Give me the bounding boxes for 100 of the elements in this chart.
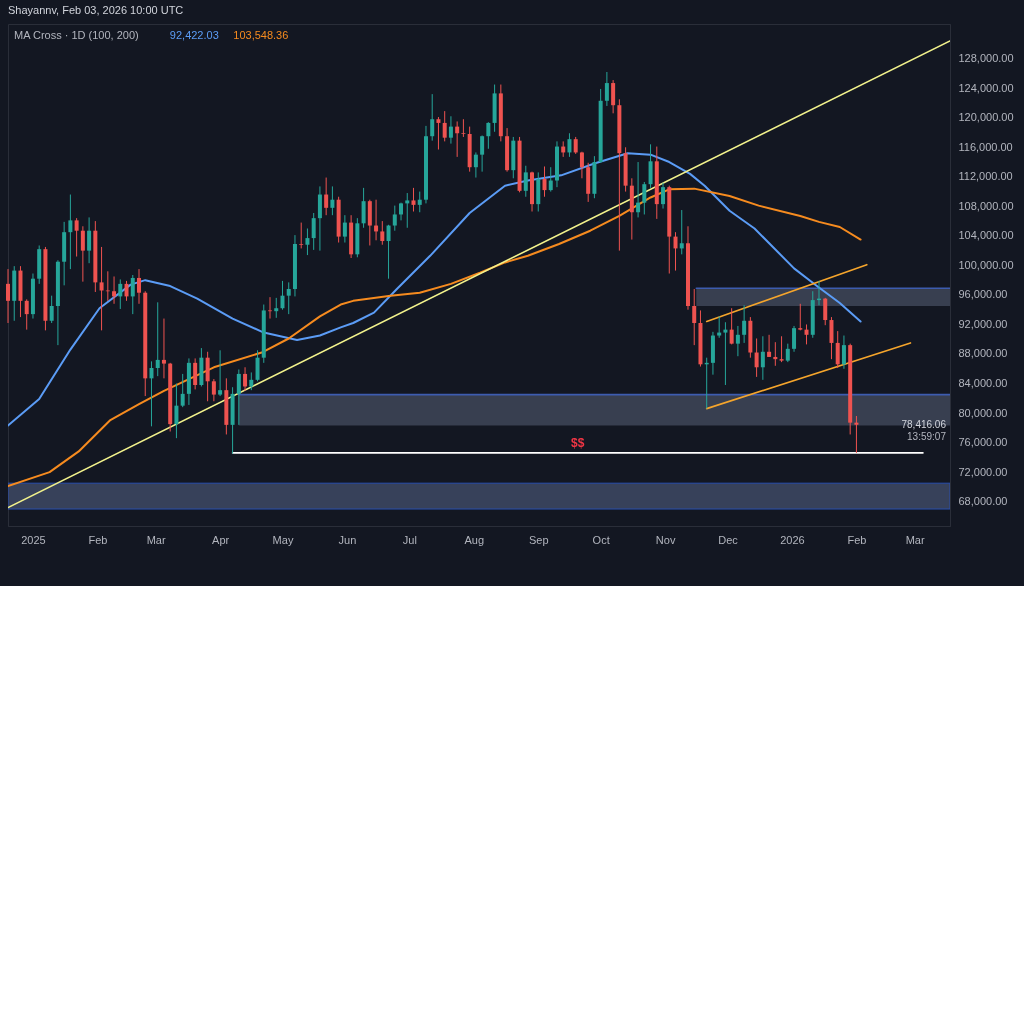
candlestick bbox=[760, 335, 765, 381]
candlestick bbox=[361, 187, 366, 229]
candlestick bbox=[692, 288, 697, 346]
candlestick bbox=[324, 177, 329, 216]
candlestick bbox=[211, 378, 216, 402]
candlestick bbox=[792, 325, 797, 353]
candlestick bbox=[268, 296, 273, 320]
candlestick bbox=[255, 349, 260, 382]
candlestick bbox=[386, 224, 391, 280]
annotation: 78,416.06 bbox=[901, 418, 947, 430]
candlestick bbox=[679, 209, 684, 255]
x-tick-label: Apr bbox=[212, 533, 230, 546]
x-tick-label: Jul bbox=[402, 533, 417, 546]
y-tick-label: 72,000.00 bbox=[958, 465, 1008, 478]
x-tick-label: Dec bbox=[718, 533, 739, 546]
candlestick bbox=[124, 280, 129, 302]
x-tick-label: Nov bbox=[655, 533, 676, 546]
candlestick bbox=[305, 227, 310, 256]
candlestick bbox=[717, 315, 722, 339]
candlestick bbox=[280, 280, 285, 311]
candlestick bbox=[523, 165, 528, 198]
candlestick bbox=[480, 134, 485, 173]
x-tick-label: 2026 bbox=[780, 533, 805, 546]
candlestick bbox=[380, 220, 385, 246]
candlestick bbox=[193, 357, 198, 390]
candlestick bbox=[735, 325, 740, 357]
candlestick bbox=[236, 368, 241, 426]
candlestick bbox=[87, 216, 92, 264]
candlestick bbox=[80, 225, 85, 283]
candlestick bbox=[779, 335, 784, 363]
candlestick bbox=[161, 318, 166, 379]
candlestick bbox=[274, 297, 279, 319]
y-tick-label: 104,000.00 bbox=[958, 229, 1014, 242]
x-tick-label: Feb bbox=[88, 533, 108, 546]
candlestick bbox=[174, 383, 179, 439]
candlestick bbox=[486, 121, 491, 150]
x-tick-label: Jun bbox=[338, 533, 357, 546]
candlestick bbox=[442, 110, 447, 142]
candlestick bbox=[317, 185, 322, 252]
candlestick bbox=[854, 415, 859, 454]
x-tick-label: Mar bbox=[146, 533, 166, 546]
candlestick bbox=[648, 143, 653, 189]
x-tick-label: 2025 bbox=[21, 533, 46, 546]
candlestick bbox=[611, 79, 616, 114]
candlestick bbox=[24, 298, 29, 331]
y-tick-label: 100,000.00 bbox=[958, 258, 1014, 271]
candlestick bbox=[742, 304, 747, 344]
y-tick-label: 84,000.00 bbox=[958, 377, 1008, 390]
candlestick bbox=[417, 191, 422, 213]
y-tick-label: 96,000.00 bbox=[958, 288, 1008, 301]
y-tick-label: 112,000.00 bbox=[958, 170, 1013, 183]
x-tick-label: Sep bbox=[528, 533, 549, 546]
x-tick-label: Mar bbox=[905, 533, 925, 546]
candlestick bbox=[6, 268, 10, 324]
candlestick bbox=[798, 303, 803, 331]
candlestick bbox=[68, 194, 73, 270]
y-tick-label: 76,000.00 bbox=[958, 436, 1008, 449]
x-tick-label: Oct bbox=[592, 533, 610, 546]
candlestick bbox=[286, 281, 291, 315]
candlestick bbox=[642, 181, 647, 215]
candlestick bbox=[155, 301, 160, 377]
candlestick bbox=[112, 275, 117, 305]
candlestick bbox=[661, 182, 666, 210]
x-tick-label: May bbox=[272, 533, 294, 546]
y-tick-label: 92,000.00 bbox=[958, 317, 1008, 330]
x-tick-label: Feb bbox=[847, 533, 867, 546]
candlestick bbox=[729, 307, 734, 345]
y-tick-label: 88,000.00 bbox=[958, 347, 1008, 360]
candlestick bbox=[835, 330, 840, 369]
candlestick bbox=[448, 115, 453, 145]
annotation: $$ bbox=[571, 435, 585, 450]
candlestick bbox=[767, 334, 772, 358]
candlestick bbox=[841, 335, 846, 370]
y-tick-label: 124,000.00 bbox=[958, 81, 1014, 94]
candlestick bbox=[218, 349, 223, 397]
candlestick bbox=[604, 71, 609, 107]
y-tick-label: 68,000.00 bbox=[958, 495, 1008, 508]
x-tick-label: Aug bbox=[464, 533, 485, 546]
candlestick bbox=[785, 343, 790, 363]
line-series bbox=[8, 152, 862, 427]
candlestick bbox=[548, 166, 553, 193]
candlestick bbox=[137, 268, 142, 305]
candlestick bbox=[430, 93, 435, 142]
y-tick-label: 108,000.00 bbox=[958, 199, 1014, 212]
candlestick bbox=[299, 222, 304, 249]
candlestick bbox=[804, 323, 809, 345]
candlestick bbox=[74, 217, 79, 258]
candlestick bbox=[243, 366, 248, 392]
candlestick bbox=[829, 316, 834, 360]
candlestick bbox=[342, 214, 347, 244]
candlestick bbox=[180, 373, 185, 408]
candlestick bbox=[636, 161, 641, 218]
candlestick bbox=[436, 116, 441, 150]
candlestick bbox=[149, 360, 154, 427]
candlestick bbox=[473, 151, 478, 179]
chart-title: Shayannv, Feb 03, 2026 10:00 UTC bbox=[8, 4, 184, 16]
candlestick bbox=[311, 212, 316, 251]
text: 92,422.03 bbox=[169, 29, 219, 41]
candlestick bbox=[130, 274, 135, 315]
candlestick bbox=[579, 151, 584, 179]
